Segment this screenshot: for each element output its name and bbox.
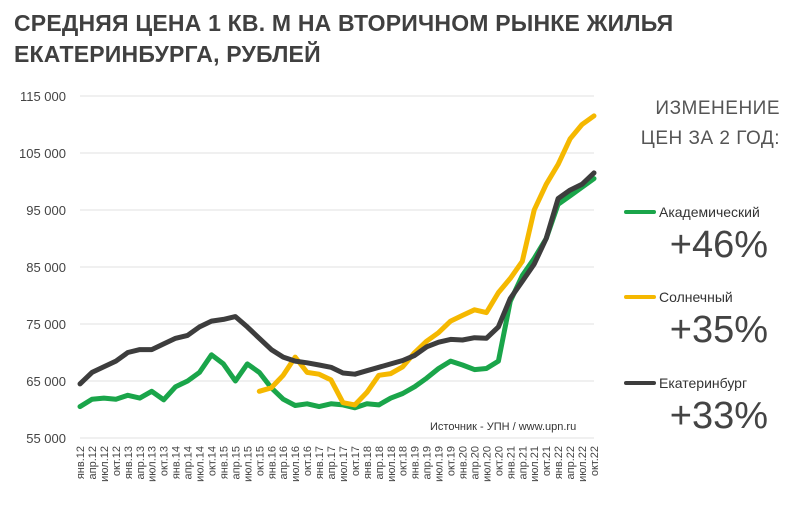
x-tick-label: июл.17 (338, 446, 350, 482)
x-tick-label: июл.22 (577, 446, 589, 482)
legend-swatch (624, 381, 656, 385)
x-tick-label: июл.15 (242, 446, 254, 482)
legend-change-value: +46% (669, 224, 768, 266)
y-tick-label: 95 000 (26, 203, 66, 218)
x-tick-label: окт.14 (206, 446, 218, 476)
x-tick-label: окт.13 (159, 446, 171, 476)
x-tick-label: окт.20 (493, 446, 505, 476)
x-tick-label: окт.16 (302, 446, 314, 476)
x-tick-label: янв.17 (314, 446, 326, 479)
x-tick-label: апр.12 (87, 446, 99, 479)
x-tick-label: июл.16 (290, 446, 302, 482)
series-lines (77, 113, 597, 411)
legend-swatch (624, 295, 656, 299)
x-tick-label: апр.21 (517, 446, 529, 479)
chart-title-line-1: СРЕДНЯЯ ЦЕНА 1 КВ. М НА ВТОРИЧНОМ РЫНКЕ … (14, 10, 674, 36)
x-axis: янв.12 апр.12 июл.12 окт.12 янв.13 апр.13 июл.… (75, 446, 601, 482)
legend-label: Екатеринбург (659, 375, 748, 391)
x-tick-label: июл.18 (386, 446, 398, 482)
legend-item-akademicheskiy: Академический +46% (624, 202, 784, 268)
y-tick-label: 115 000 (20, 89, 66, 104)
x-tick-label: окт.21 (541, 446, 553, 476)
legend-change-value: +33% (669, 395, 768, 437)
legend-change-value: +35% (669, 309, 768, 351)
x-tick-label: апр.13 (135, 446, 147, 479)
y-axis: 55 000 65 000 75 000 85 000 95 000 105 000 115… (19, 89, 66, 446)
x-tick-label: янв.19 (410, 446, 422, 479)
x-tick-label: апр.19 (422, 446, 434, 479)
y-tick-label: 55 000 (26, 431, 66, 446)
gridlines (80, 95, 594, 439)
x-tick-label: апр.15 (230, 446, 242, 479)
x-tick-label: окт.18 (398, 446, 410, 476)
x-tick-label: янв.14 (171, 446, 183, 479)
x-tick-label: окт.12 (111, 446, 123, 476)
source-note: Источник - УПН / www.upn.ru (430, 421, 576, 433)
x-tick-label: июл.21 (529, 446, 541, 482)
x-tick-label: апр.20 (469, 446, 481, 479)
series-line (256, 113, 597, 408)
x-tick-label: июл.20 (481, 446, 493, 482)
x-tick-label: янв.12 (75, 446, 87, 479)
x-tick-label: апр.17 (326, 446, 338, 479)
legend-item-solnechnyy: Солнечный +35% (624, 287, 784, 353)
x-tick-label: апр.22 (565, 446, 577, 479)
chart-title: СРЕДНЯЯ ЦЕНА 1 КВ. М НА ВТОРИЧНОМ РЫНКЕ … (14, 8, 714, 70)
legend-item-ekaterinburg: Екатеринбург +33% (624, 373, 784, 439)
y-tick-label: 105 000 (19, 146, 66, 161)
series-line (77, 170, 597, 387)
legend-label: Солнечный (659, 289, 733, 305)
x-tick-label: окт.15 (254, 446, 266, 476)
x-tick-label: янв.22 (553, 446, 565, 479)
change-heading: ИЗМЕНЕНИЕ ЦЕН ЗА 2 ГОД: (600, 94, 780, 154)
y-tick-label: 85 000 (26, 260, 66, 275)
chart-title-line-2: ЕКАТЕРИНБУРГА, РУБЛЕЙ (14, 41, 321, 67)
x-tick-label: июл.12 (99, 446, 111, 482)
x-tick-label: янв.13 (123, 446, 135, 479)
legend-swatch (624, 210, 656, 214)
legend-label: Академический (659, 204, 760, 220)
x-tick-label: окт.17 (350, 446, 362, 476)
x-tick-label: июл.19 (434, 446, 446, 482)
x-tick-label: апр.16 (278, 446, 290, 479)
y-tick-label: 75 000 (26, 317, 66, 332)
x-tick-label: янв.18 (362, 446, 374, 479)
x-tick-label: апр.14 (183, 446, 195, 479)
x-tick-label: янв.21 (505, 446, 517, 479)
series-line (77, 176, 597, 411)
x-tick-label: июл.14 (195, 446, 207, 482)
change-heading-line-1: ИЗМЕНЕНИЕ (655, 98, 780, 119)
x-tick-label: окт.19 (446, 446, 458, 476)
x-tick-label: окт.22 (589, 446, 601, 476)
x-tick-label: янв.20 (458, 446, 470, 479)
x-tick-label: апр.18 (374, 446, 386, 479)
change-heading-line-2: ЦЕН ЗА 2 ГОД: (640, 128, 780, 149)
x-tick-label: июл.13 (147, 446, 159, 482)
x-tick-label: янв.15 (218, 446, 230, 479)
y-tick-label: 65 000 (26, 374, 66, 389)
x-tick-label: янв.16 (266, 446, 278, 479)
